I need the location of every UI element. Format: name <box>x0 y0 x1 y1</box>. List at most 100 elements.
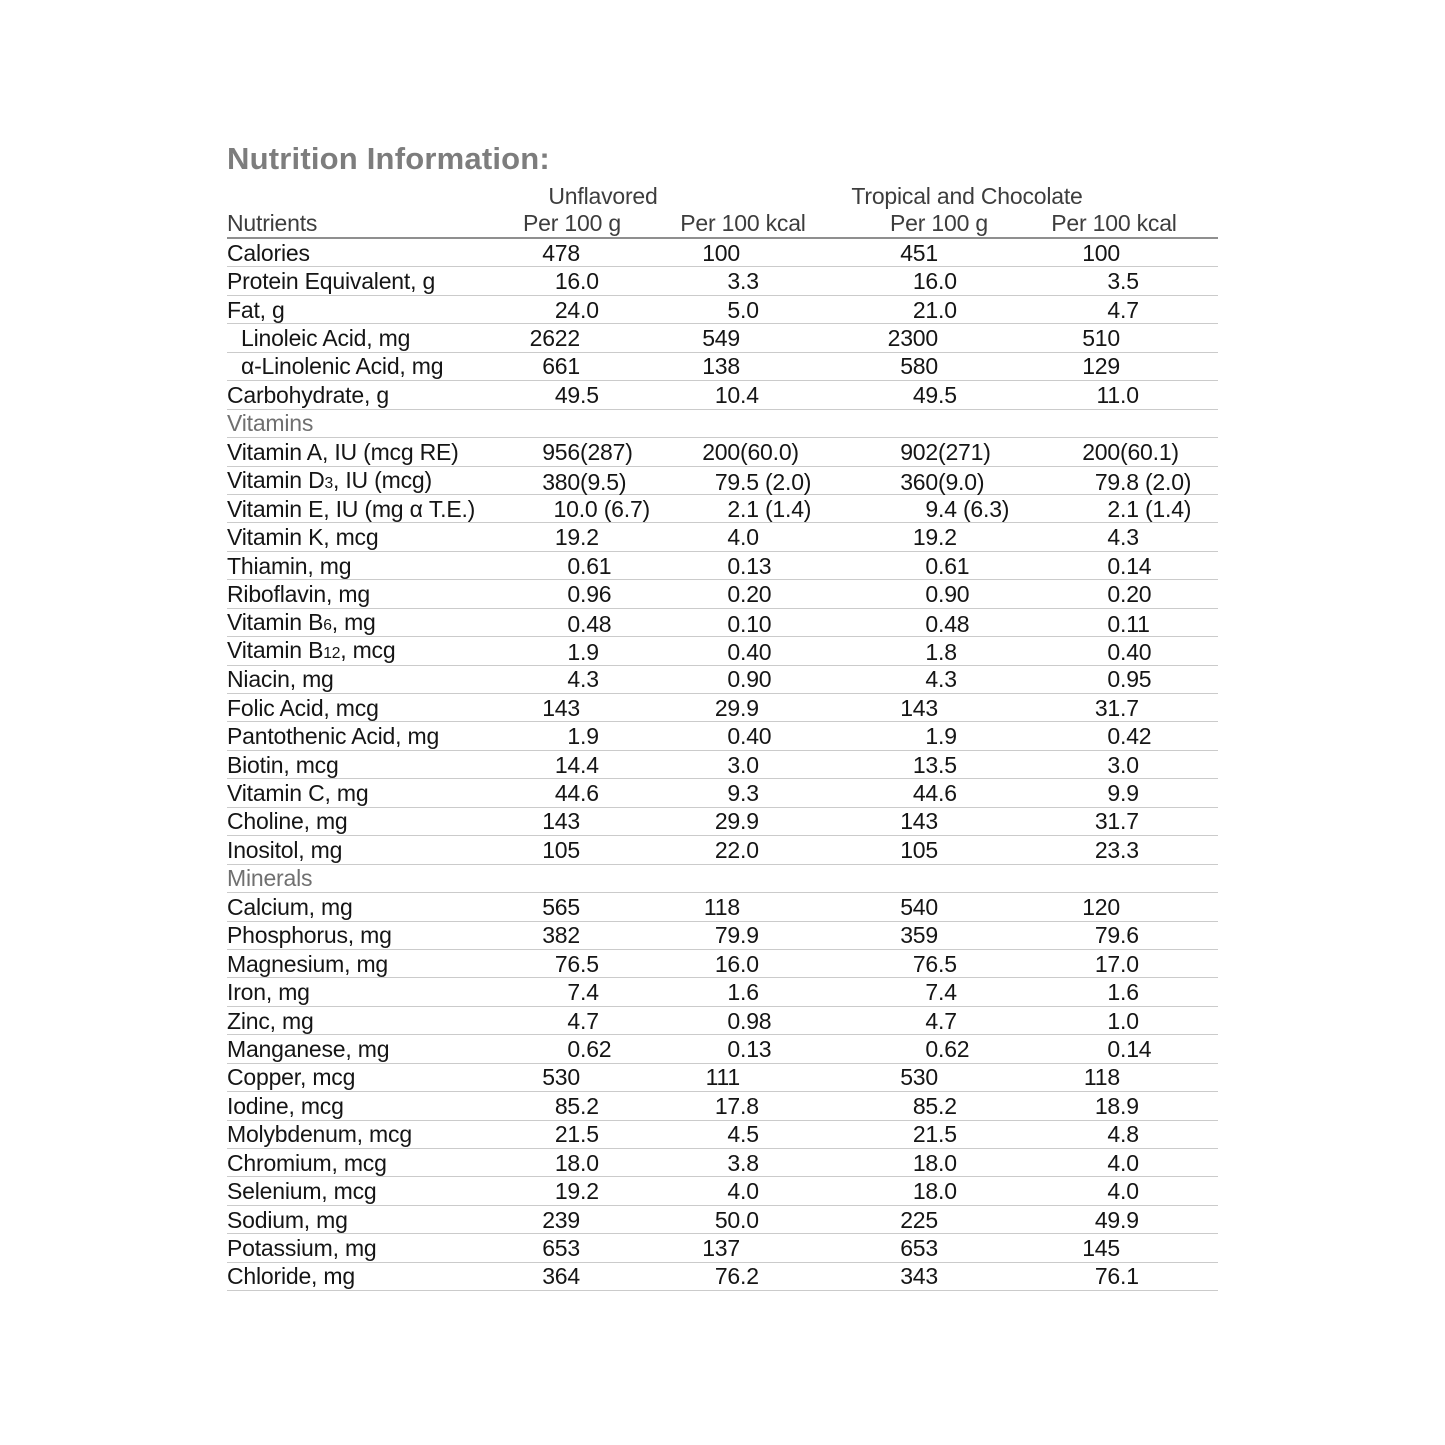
value-cell: 44.6 <box>912 780 957 807</box>
page-title: Nutrition Information: <box>227 141 550 176</box>
value-cell: 19.2 <box>554 524 599 551</box>
value-cell: 118 <box>703 893 740 920</box>
value-cell: 21.5 <box>912 1121 957 1148</box>
value-cell: 4.3 <box>1107 524 1139 551</box>
value-cell: 21.5 <box>554 1121 599 1148</box>
section-label: Minerals <box>227 865 313 892</box>
value-cell: 549 <box>702 325 740 352</box>
value-cell: 4.0 <box>1107 1178 1139 1205</box>
value-cell: 0.40 <box>727 723 772 750</box>
value-cell: 451 <box>900 239 938 266</box>
value-cell: 0.61 <box>567 552 612 579</box>
value-cell: 0.62 <box>567 1035 612 1062</box>
value-cell: 11.0 <box>1096 381 1139 408</box>
nutrient-label: Fat, g <box>227 296 285 323</box>
value-cell: 21.0 <box>912 296 957 323</box>
nutrient-label: Chromium, mcg <box>227 1149 387 1176</box>
value-cell: 143 <box>900 694 938 721</box>
value-cell: 0.96 <box>567 580 612 607</box>
nutrient-label: Zinc, mg <box>227 1007 314 1034</box>
value-cell: 0.48 <box>567 610 612 637</box>
value-cell: 343 <box>900 1263 938 1290</box>
table-row: Protein Equivalent, g 16.0 3.3 16.0 3.5 <box>227 267 1218 296</box>
nutrient-label: α-Linolenic Acid, mg <box>241 353 444 380</box>
section-label: Vitamins <box>227 410 314 437</box>
value-cell: 16.0 <box>554 268 599 295</box>
subscript: 12 <box>323 645 341 663</box>
value-cell: 18.0 <box>912 1149 957 1176</box>
value-cell: 2.1 (1.4) <box>727 495 812 522</box>
nutrient-label: Inositol, mg <box>227 836 343 863</box>
value-cell: 4.5 <box>727 1121 759 1148</box>
table-row: Vitamin K, mcg 19.2 4.0 19.2 4.3 <box>227 523 1218 552</box>
nutrient-label: Vitamin C, mg <box>227 780 369 807</box>
value-cell: 85.2 <box>912 1092 957 1119</box>
value-cell: 31.7 <box>1094 694 1139 721</box>
table-row: Linoleic Acid, mg 2622 549 2300 510 <box>227 324 1218 353</box>
value-cell: 200 (60.0) <box>702 438 799 465</box>
value-cell: 105 <box>542 836 580 863</box>
value-cell: 4.8 <box>1107 1121 1139 1148</box>
nutrient-label: Phosphorus, mg <box>227 922 392 949</box>
value-cell: 10.4 <box>714 381 759 408</box>
value-cell: 225 <box>900 1206 938 1233</box>
value-cell: 31.7 <box>1094 808 1139 835</box>
value-cell: 661 <box>542 353 580 380</box>
nutrient-label: Vitamin A, IU (mcg RE) <box>227 438 459 465</box>
nutrient-label: Vitamin B12, mcg <box>227 637 396 664</box>
value-cell: 380 (9.5) <box>542 468 627 495</box>
value-cell: 0.14 <box>1107 552 1152 579</box>
table-row: Magnesium, mg 76.5 16.0 76.5 17.0 <box>227 950 1218 979</box>
nutrition-table-body: Calories 478 100 451 100 Protein Equivalent, … <box>227 239 1218 1292</box>
value-cell: 0.13 <box>727 552 772 579</box>
value-cell: 79.5 (2.0) <box>714 468 812 495</box>
nutrient-label: Copper, mcg <box>227 1064 356 1091</box>
value-cell: 14.4 <box>554 751 599 778</box>
nutrient-label: Choline, mg <box>227 808 348 835</box>
value-cell: 50.0 <box>714 1206 759 1233</box>
value-cell: 9.3 <box>727 780 759 807</box>
table-row: Vitamin B12, mcg 1.9 0.40 1.8 0.40 <box>227 637 1218 666</box>
value-cell: 1.8 <box>925 639 957 666</box>
value-cell: 1.6 <box>1107 979 1139 1006</box>
table-row: Biotin, mcg 14.4 3.0 13.5 3.0 <box>227 751 1218 780</box>
table-row: Riboflavin, mg 0.96 0.20 0.90 0.20 <box>227 580 1218 609</box>
value-cell: 0.90 <box>925 580 970 607</box>
value-cell: 10.0 (6.7) <box>553 495 651 522</box>
value-cell: 18.9 <box>1094 1092 1139 1119</box>
value-cell: 0.20 <box>1107 580 1152 607</box>
table-row: Selenium, mcg 19.2 4.0 18.0 4.0 <box>227 1177 1218 1206</box>
value-cell: 0.14 <box>1107 1035 1152 1062</box>
nutrient-label: Biotin, mcg <box>227 751 339 778</box>
table-row: Niacin, mg 4.3 0.90 4.3 0.95 <box>227 666 1218 694</box>
value-cell: 565 <box>542 893 580 920</box>
table-row: Manganese, mg 0.62 0.13 0.62 0.14 <box>227 1035 1218 1064</box>
value-cell: 0.95 <box>1107 666 1152 693</box>
table-row: Zinc, mg 4.7 0.98 4.7 1.0 <box>227 1007 1218 1036</box>
value-cell: 2622 <box>529 325 581 352</box>
table-row: Vitamin C, mg 44.6 9.3 44.6 9.9 <box>227 779 1218 808</box>
nutrient-label: Molybdenum, mcg <box>227 1121 412 1148</box>
value-cell: 0.13 <box>727 1035 772 1062</box>
value-cell: 0.20 <box>727 580 772 607</box>
column-header-per-100kcal-tropical: Per 100 kcal <box>1051 210 1177 236</box>
subscript: 6 <box>323 616 332 634</box>
table-row: Fat, g 24.0 5.0 21.0 4.7 <box>227 296 1218 325</box>
column-header-per-100kcal-unflavored: Per 100 kcal <box>680 210 806 236</box>
nutrient-label: Vitamin D3, IU (mcg) <box>227 466 432 493</box>
value-cell: 902 (271) <box>900 438 991 465</box>
nutrient-label: Riboflavin, mg <box>227 580 370 607</box>
value-cell: 49.5 <box>554 381 599 408</box>
nutrient-label: Chloride, mg <box>227 1263 355 1290</box>
value-cell: 3.0 <box>727 751 759 778</box>
value-cell: 239 <box>542 1206 580 1233</box>
table-row: Calcium, mg 565 118 540 120 <box>227 893 1218 922</box>
table-row: α-Linolenic Acid, mg 661 138 580 129 <box>227 353 1218 382</box>
value-cell: 3.8 <box>727 1149 759 1176</box>
value-cell: 129 <box>1082 353 1120 380</box>
value-cell: 17.8 <box>714 1092 759 1119</box>
value-cell: 118 <box>1083 1064 1120 1091</box>
value-cell: 9.4 (6.3) <box>925 495 1010 522</box>
nutrient-label: Niacin, mg <box>227 666 334 693</box>
column-header-per-100g-tropical: Per 100 g <box>890 210 988 236</box>
